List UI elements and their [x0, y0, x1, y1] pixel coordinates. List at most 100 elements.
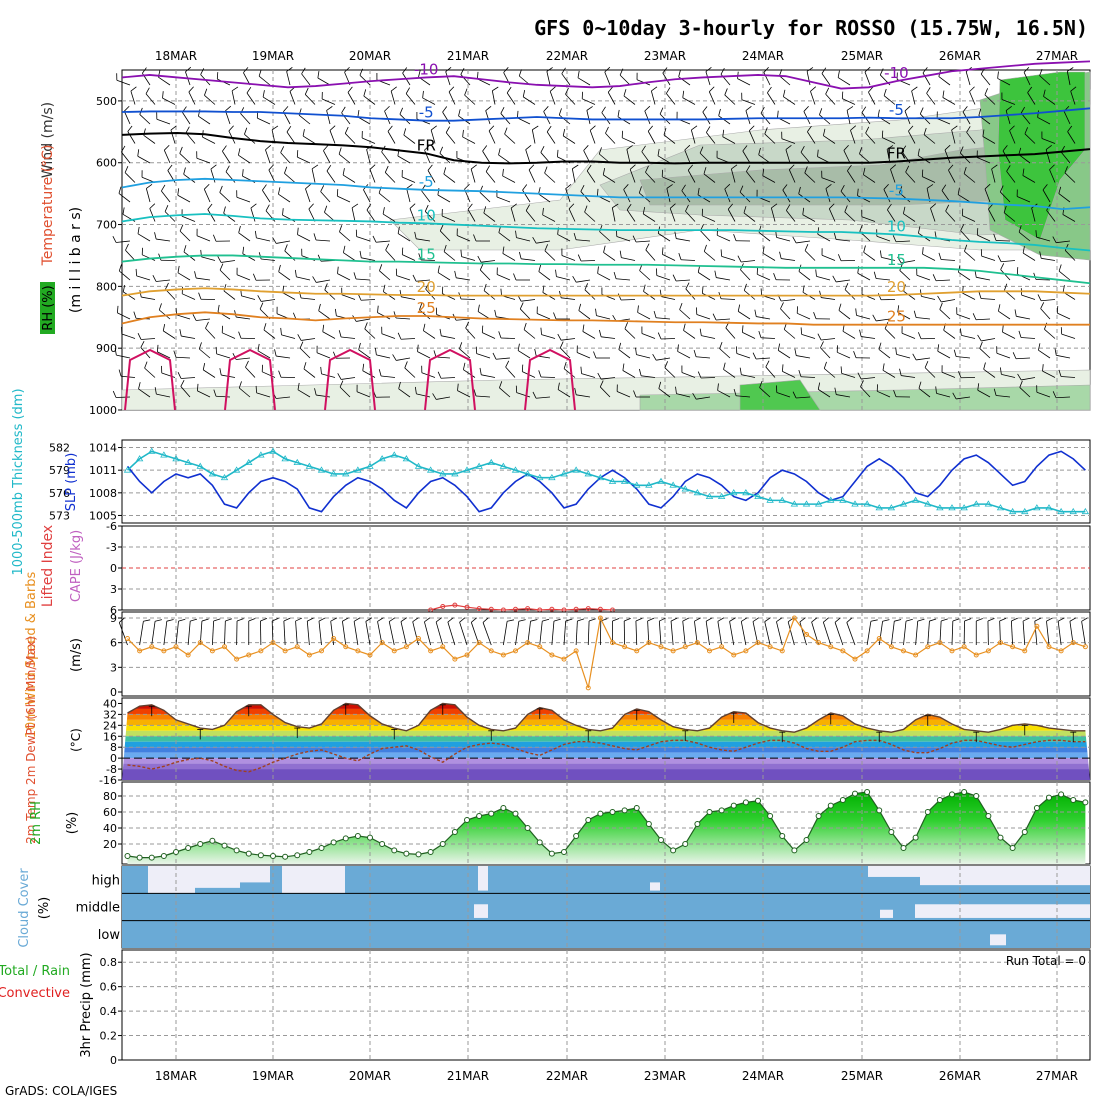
wind-barb-flag: [308, 203, 314, 210]
wind-barb: [402, 254, 416, 261]
wind-barb: [765, 366, 776, 378]
wind-barb: [884, 328, 896, 339]
wind-barb-flag: [297, 227, 299, 235]
wind-barb: [283, 621, 286, 646]
wind-barb-flag: [706, 126, 711, 133]
rh-point: [888, 829, 895, 835]
wind-barb-flag: [439, 328, 442, 336]
wind-barb-flag: [144, 361, 148, 369]
wind-barb: [231, 90, 236, 105]
wind-barb-flag: [922, 67, 928, 74]
wind-barb: [922, 176, 936, 183]
y-tick-label: 32: [103, 708, 117, 721]
wind-barb: [1021, 377, 1036, 381]
wind-barb-flag: [424, 617, 431, 623]
wind-barb-flag: [1039, 68, 1043, 76]
wind-barb: [257, 117, 271, 125]
wind-speed-point: [646, 640, 652, 646]
wind-barb-flag: [459, 617, 466, 623]
thickness-marker: [366, 462, 374, 469]
wind-barb: [806, 71, 811, 86]
wind-barb: [704, 251, 716, 261]
wind-barb-flag: [553, 312, 557, 320]
wind-barb-flag: [217, 256, 222, 263]
wind-barb: [464, 94, 476, 105]
wind-barb-flag: [572, 275, 577, 283]
wind-barb: [801, 334, 816, 339]
wind-barb-flag: [823, 128, 826, 136]
wind-barb-flag: [204, 183, 210, 190]
wind-speed-point: [585, 685, 591, 691]
wind-barb: [729, 621, 735, 646]
wind-barb-flag: [978, 291, 982, 299]
wind-barb: [515, 621, 520, 646]
wind-barb-flag: [635, 347, 637, 355]
wind-barb-flag: [198, 292, 202, 300]
y-tick-label: 1014: [89, 442, 117, 455]
wind-barb: [896, 353, 911, 359]
wind-barb: [980, 73, 991, 86]
wind10m-barbs: [118, 617, 1088, 646]
wind-barb-flag: [164, 144, 170, 151]
wind-barb: [743, 212, 756, 222]
wind-barb: [658, 233, 671, 242]
cloud-clear-cell: [148, 866, 195, 894]
wind-barb: [1001, 373, 1016, 378]
wind-barb-flag: [347, 86, 353, 93]
wind-barb: [123, 111, 131, 125]
wind-barb: [384, 110, 391, 125]
wind-barb: [396, 317, 411, 320]
wind-barb: [1036, 391, 1051, 398]
wind-barb: [261, 258, 276, 261]
thickness-marker: [827, 496, 835, 503]
cloud-level-label: low: [98, 928, 121, 943]
wind-barb: [470, 168, 476, 183]
wind-barb-flag: [605, 126, 609, 134]
wind-barb: [962, 215, 976, 222]
rh-point: [658, 837, 664, 843]
wind-barb-flag: [886, 145, 894, 150]
lifted-index-point: [549, 606, 555, 612]
wind-speed-point: [464, 652, 470, 658]
wind-barb-flag: [984, 88, 989, 95]
wind-barb: [965, 71, 971, 86]
wind-barb-flag: [313, 233, 317, 241]
wind-barb-flag: [578, 303, 582, 311]
lifted-index-point: [452, 602, 458, 608]
wind-barb: [584, 211, 596, 222]
wind-barb-flag: [378, 369, 382, 377]
wind-barb: [856, 314, 871, 320]
isotherm-line: [121, 107, 1091, 122]
wind-barb: [138, 388, 151, 398]
wind-barb-flag: [584, 205, 588, 213]
wind-barb: [757, 273, 771, 281]
wind-barb-flag: [192, 314, 197, 321]
wind-barb-flag: [485, 165, 491, 172]
wind-barb-flag: [930, 203, 937, 209]
wind-barb-flag: [445, 126, 451, 133]
wind-barb-flag: [418, 70, 421, 78]
precip-total-label: Total / Rain: [0, 964, 70, 979]
wind-barb-flag: [657, 148, 660, 156]
wind-barb-flag: [323, 145, 329, 151]
wind-barb-flag: [758, 330, 762, 338]
wind-barb-flag: [1042, 364, 1044, 372]
wind-barb-flag: [593, 351, 597, 359]
wind-barb: [587, 621, 590, 646]
wind-barb: [440, 377, 456, 379]
y-tick-label: 40: [103, 822, 117, 835]
wind-barb-flag: [124, 166, 129, 173]
wind-barb-flag: [357, 110, 360, 118]
precip-y-ticks: 0.80.60.40.20: [100, 956, 122, 1067]
wind-barb: [384, 172, 396, 183]
wind-barb: [882, 137, 896, 144]
wind-barb: [576, 279, 591, 283]
wind-speed-point: [973, 652, 979, 658]
wind-barb-flag: [597, 372, 602, 380]
isotherm-label: 15: [417, 245, 436, 263]
wind-speed-point: [1046, 644, 1052, 650]
wind-barb: [807, 131, 816, 144]
